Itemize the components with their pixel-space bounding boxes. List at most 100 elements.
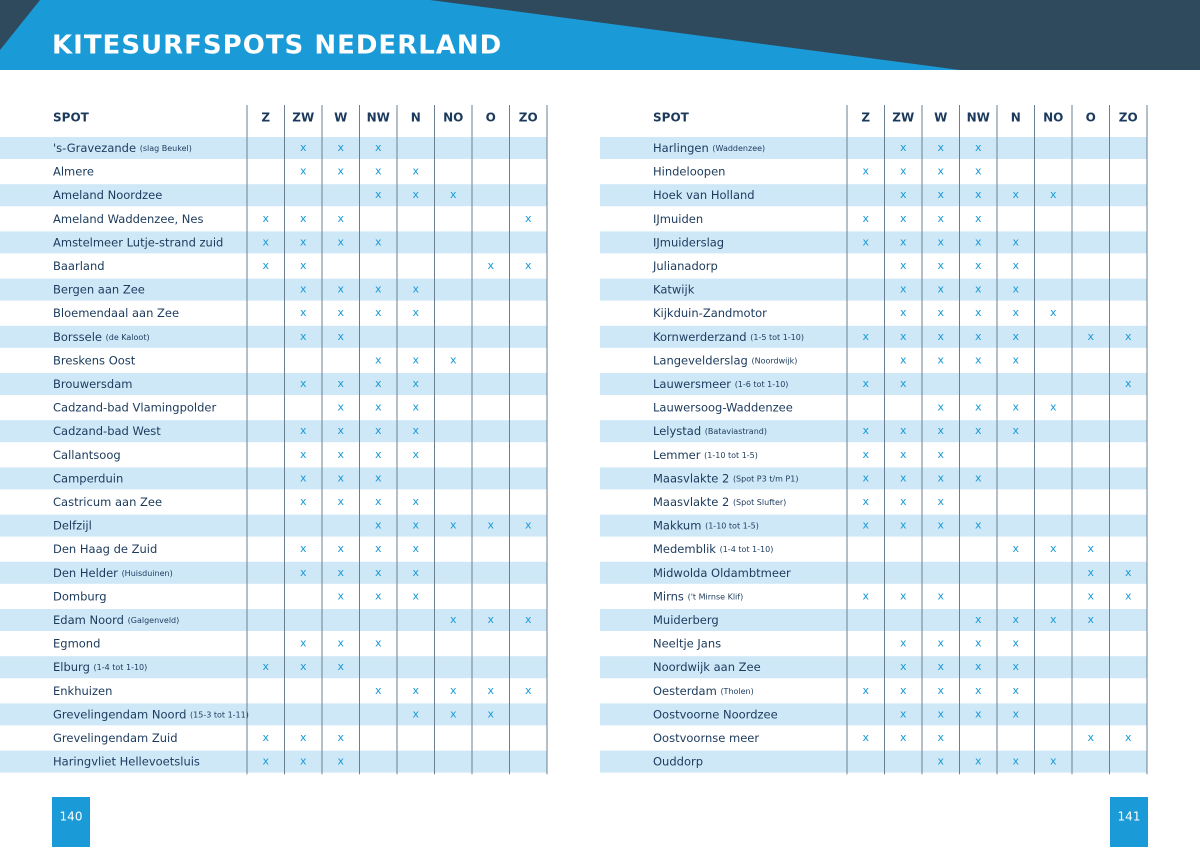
wind-mark: x <box>1087 731 1094 744</box>
wind-mark: x <box>937 401 944 414</box>
spot-name: Maasvlakte 2 (Spot P3 t/m P1) <box>653 471 798 485</box>
wind-mark: x <box>862 330 869 343</box>
spot-name: Ouddorp <box>653 754 703 768</box>
wind-mark: x <box>375 519 382 532</box>
wind-mark: x <box>1087 613 1094 626</box>
spot-note: (Huisduinen) <box>122 568 173 577</box>
spot-name: Castricum aan Zee <box>53 495 162 509</box>
wind-mark: x <box>375 401 382 414</box>
wind-mark: x <box>1012 306 1019 319</box>
wind-mark: x <box>412 495 419 508</box>
wind-mark: x <box>300 448 307 461</box>
spot-name: Camperduin <box>53 471 123 485</box>
spot-note: (1-4 tot 1-10) <box>94 663 148 672</box>
wind-mark: x <box>937 188 944 201</box>
wind-mark: x <box>412 448 419 461</box>
spot-note: (1-4 tot 1-10) <box>720 545 774 554</box>
column-header: NW <box>367 111 390 125</box>
wind-mark: x <box>975 471 982 484</box>
wind-mark: x <box>900 283 907 296</box>
spot-note: (slag Beukel) <box>140 144 192 153</box>
wind-mark: x <box>412 306 419 319</box>
spot-name: Oostvoorne Noordzee <box>653 707 778 721</box>
spot-name: Noordwijk aan Zee <box>653 660 761 674</box>
spot-name: Lemmer (1-10 tot 1-5) <box>653 447 758 461</box>
wind-mark: x <box>375 542 382 555</box>
page-number-box <box>52 797 90 847</box>
spot-name: Elburg (1-4 tot 1-10) <box>53 660 147 674</box>
wind-mark: x <box>975 707 982 720</box>
spot-name: Maasvlakte 2 (Spot Slufter) <box>653 495 786 509</box>
page-number-box <box>1110 797 1148 847</box>
spot-note: (Spot P3 t/m P1) <box>733 474 799 483</box>
wind-mark: x <box>375 589 382 602</box>
row-band <box>600 420 1147 443</box>
wind-mark: x <box>375 141 382 154</box>
spot-name: Katwijk <box>653 282 695 296</box>
row-band <box>0 137 547 159</box>
wind-mark: x <box>975 424 982 437</box>
spot: Bloemendaal aan Zee <box>53 306 179 320</box>
spot-name: Hoek van Holland <box>653 188 755 202</box>
spot: Makkum <box>653 518 701 532</box>
spot-note: (de Kaloot) <box>106 332 150 341</box>
spot-name: Egmond <box>53 636 100 650</box>
wind-mark: x <box>375 684 382 697</box>
spot-name: Kijkduin-Zandmotor <box>653 306 767 320</box>
wind-mark: x <box>862 471 869 484</box>
spot-name: Oostvoornse meer <box>653 731 759 745</box>
spot: Breskens Oost <box>53 353 136 367</box>
row-band <box>600 656 1147 679</box>
spot-name: Baarland <box>53 259 105 273</box>
spot: Amstelmeer Lutje-strand zuid <box>53 235 223 249</box>
wind-mark: x <box>1087 589 1094 602</box>
spot-name: Ameland Waddenzee, Nes <box>53 211 203 225</box>
column-header: N <box>411 111 421 125</box>
wind-mark: x <box>937 637 944 650</box>
wind-mark: x <box>262 259 269 272</box>
wind-mark: x <box>262 660 269 673</box>
wind-mark: x <box>862 424 869 437</box>
spot: Borssele <box>53 329 102 343</box>
wind-mark: x <box>337 141 344 154</box>
spot: Midwolda Oldambtmeer <box>653 565 791 579</box>
wind-mark: x <box>337 283 344 296</box>
wind-mark: x <box>375 448 382 461</box>
wind-mark: x <box>1012 235 1019 248</box>
spot-name: Den Haag de Zuid <box>53 542 157 556</box>
wind-mark: x <box>975 519 982 532</box>
wind-mark: x <box>412 165 419 178</box>
column-header: Z <box>261 111 270 125</box>
spot: Julianadorp <box>652 259 718 273</box>
wind-mark: x <box>900 495 907 508</box>
spot: Harlingen <box>653 141 709 155</box>
spot-name: Haringvliet Hellevoetsluis <box>53 754 200 768</box>
wind-mark: x <box>937 424 944 437</box>
row-band <box>600 325 1147 348</box>
spot-note: (Bataviastrand) <box>705 427 767 436</box>
wind-mark: x <box>412 188 419 201</box>
wind-mark: x <box>862 589 869 602</box>
wind-mark: x <box>300 306 307 319</box>
spot-name: Grevelingendam Zuid <box>53 731 178 745</box>
spot-name: Callantsoog <box>53 447 121 461</box>
wind-mark: x <box>337 165 344 178</box>
spot: Den Helder <box>53 565 118 579</box>
spot-note: (Galgenveld) <box>128 616 180 625</box>
wind-mark: x <box>337 212 344 225</box>
spot: 's-Gravezande <box>53 141 136 155</box>
wind-mark: x <box>300 259 307 272</box>
spot-name: Amstelmeer Lutje-strand zuid <box>53 235 223 249</box>
wind-mark: x <box>487 613 494 626</box>
spot: Hoek van Holland <box>653 188 755 202</box>
wind-mark: x <box>1050 542 1057 555</box>
spot-note: (Spot Slufter) <box>733 498 786 507</box>
wind-mark: x <box>300 141 307 154</box>
spot: Grevelingendam Zuid <box>53 731 178 745</box>
wind-mark: x <box>1012 542 1019 555</box>
wind-mark: x <box>937 471 944 484</box>
spot-note: (1-10 tot 1-5) <box>704 450 758 459</box>
wind-mark: x <box>937 755 944 768</box>
spot: Neeltje Jans <box>653 636 721 650</box>
spot: Domburg <box>53 589 107 603</box>
